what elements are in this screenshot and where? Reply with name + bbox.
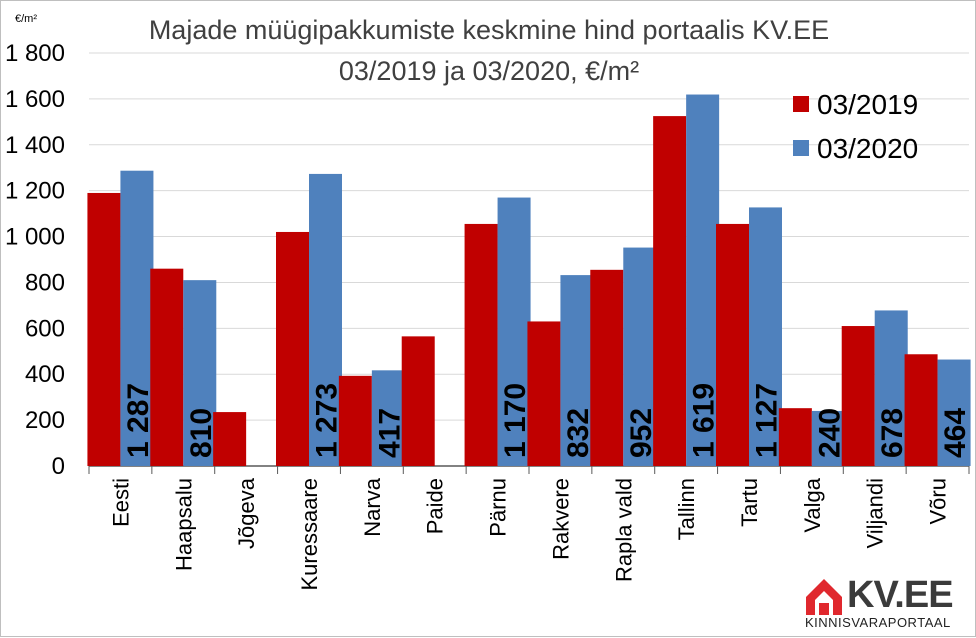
data-label: 1 619 <box>688 383 721 458</box>
bar-2020 <box>686 94 720 466</box>
y-tick-label: 1 600 <box>5 86 65 113</box>
x-category-label: Viljandi <box>863 478 888 549</box>
x-category-label: Tartu <box>737 478 762 527</box>
chart-subtitle: 03/2019 ja 03/2020, €/m² <box>339 56 639 86</box>
bar-2020 <box>623 247 657 466</box>
legend-label-2020: 03/2020 <box>817 133 918 164</box>
data-label: 417 <box>373 408 406 458</box>
bar-2020 <box>811 410 845 466</box>
chart-title: Majade müügipakkumiste keskmine hind por… <box>149 15 829 45</box>
data-label: 1 273 <box>311 383 344 458</box>
bar-2019 <box>338 375 372 466</box>
bar-2019 <box>87 192 121 466</box>
bar-2019 <box>841 326 875 466</box>
x-category-label: Haapsalu <box>171 478 196 571</box>
bar-2020 <box>309 173 342 466</box>
data-label: 832 <box>562 408 595 458</box>
bar-2020 <box>371 370 405 466</box>
data-label: 240 <box>813 408 846 458</box>
bar-2019 <box>778 408 812 466</box>
y-tick-label: 1 200 <box>5 178 65 205</box>
bar-2019 <box>213 412 247 466</box>
data-label: 464 <box>939 408 972 458</box>
bar-2019 <box>904 354 938 466</box>
logo-text: KV.EE <box>847 574 954 616</box>
bar-2019 <box>276 231 309 466</box>
bar-2019 <box>716 223 749 466</box>
logo-subtext: KINNISVARAPORTAAL <box>805 615 951 630</box>
x-category-label: Rapla vald <box>611 478 636 582</box>
data-label: 952 <box>625 408 658 458</box>
x-category-label: Jõgeva <box>234 477 259 549</box>
y-tick-label: 1 400 <box>5 132 65 159</box>
legend-swatch-2020 <box>793 140 809 156</box>
data-label: 678 <box>876 408 909 458</box>
y-tick-label: 1 000 <box>5 224 65 251</box>
legend-label-2019: 03/2019 <box>817 89 918 120</box>
bar-2019 <box>590 269 624 466</box>
x-category-label: Narva <box>360 477 385 536</box>
bar-2020 <box>937 359 971 466</box>
bar-2020 <box>560 275 594 466</box>
bar-2019 <box>150 268 184 466</box>
data-label: 810 <box>185 408 218 458</box>
unit-label: €/m² <box>15 13 37 25</box>
bar-2020 <box>749 207 782 466</box>
x-category-label: Valga <box>800 477 825 532</box>
x-category-label: Eesti <box>108 478 133 527</box>
y-tick-label: 0 <box>52 453 65 480</box>
x-category-label: Rakvere <box>548 478 573 560</box>
bar-2019 <box>401 336 435 466</box>
x-category-label: Paide <box>423 478 448 534</box>
x-category-label: Kuressaare <box>297 478 322 591</box>
bar-2019 <box>653 116 687 466</box>
x-category-label: Pärnu <box>486 478 511 537</box>
bar-2020 <box>497 197 531 467</box>
data-label: 1 287 <box>122 383 155 458</box>
bar-2020 <box>183 280 217 466</box>
house-logo-icon <box>806 579 842 615</box>
y-tick-label: 800 <box>25 269 65 296</box>
y-tick-label: 1 800 <box>5 40 65 67</box>
bar-2020 <box>120 170 154 466</box>
kv-ee-logo: KV.EE KINNISVARAPORTAAL <box>805 575 970 631</box>
x-category-label: Tallinn <box>674 478 699 540</box>
bar-2019 <box>527 321 561 466</box>
bar-2019 <box>464 223 498 466</box>
bar-2020 <box>874 310 908 466</box>
data-label: 1 127 <box>751 383 784 458</box>
x-category-label: Võru <box>926 478 951 524</box>
data-label: 1 170 <box>499 383 532 458</box>
y-tick-label: 400 <box>25 361 65 388</box>
y-tick-label: 200 <box>25 407 65 434</box>
legend-swatch-2019 <box>793 96 809 112</box>
y-tick-label: 600 <box>25 315 65 342</box>
